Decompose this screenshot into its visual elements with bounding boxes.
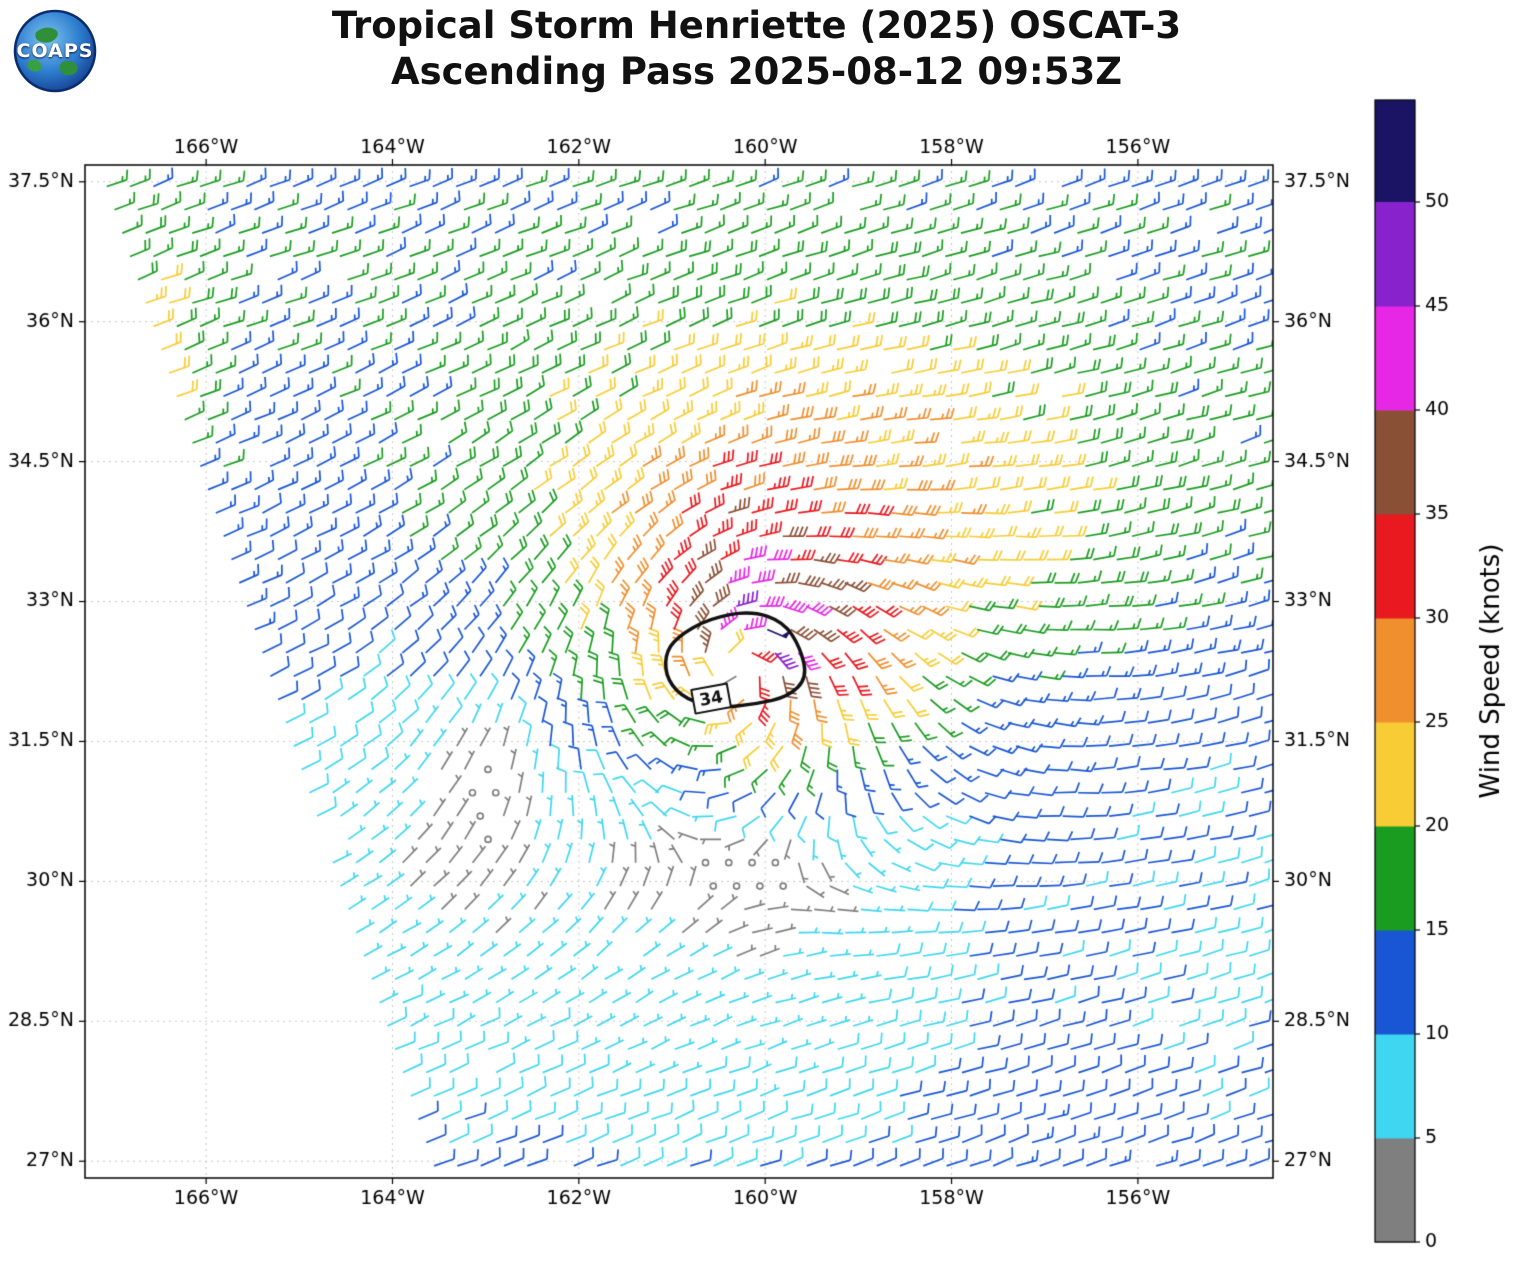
page: { "header": { "title_line1": "Tropical S… [0, 0, 1513, 1264]
wind-barb-map-canvas [0, 0, 1513, 1264]
